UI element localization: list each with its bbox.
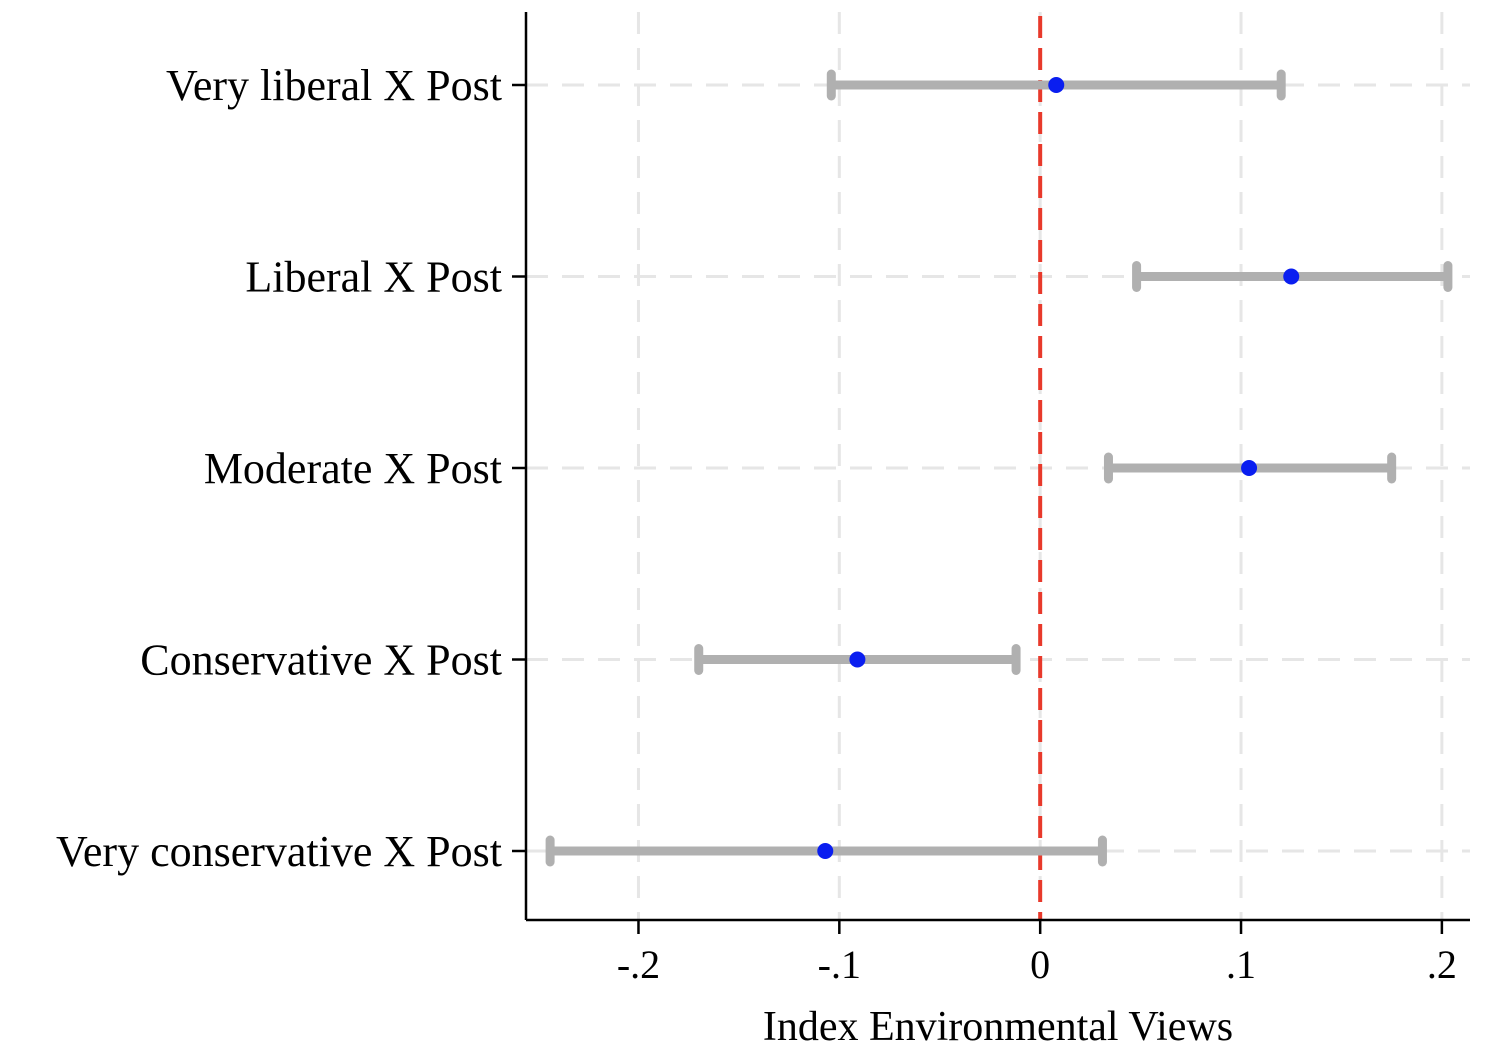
x-tick-label: .1 xyxy=(1226,942,1256,987)
tick-labels: -.2 -.1 0 .1 .2 Very liberal X Post Liberal X … xyxy=(56,61,1457,987)
point-estimate xyxy=(849,651,866,668)
coefficient-marks xyxy=(545,69,1453,867)
point-estimate xyxy=(1241,460,1258,476)
point-estimate xyxy=(1048,77,1065,93)
point-estimate xyxy=(1283,268,1300,285)
y-category-label: Very liberal X Post xyxy=(166,61,502,110)
x-tick-label: .2 xyxy=(1427,942,1457,987)
x-tick-label: 0 xyxy=(1030,942,1050,987)
y-category-label: Moderate X Post xyxy=(204,444,502,493)
point-estimate xyxy=(817,843,834,859)
x-tick-label: -.2 xyxy=(617,942,660,987)
x-axis-title: Index Environmental Views xyxy=(763,1004,1233,1050)
x-tick-label: -.1 xyxy=(818,942,861,987)
y-category-label: Conservative X Post xyxy=(140,636,502,685)
axes xyxy=(512,12,1470,934)
y-category-label: Very conservative X Post xyxy=(56,827,502,876)
y-category-label: Liberal X Post xyxy=(245,253,502,302)
